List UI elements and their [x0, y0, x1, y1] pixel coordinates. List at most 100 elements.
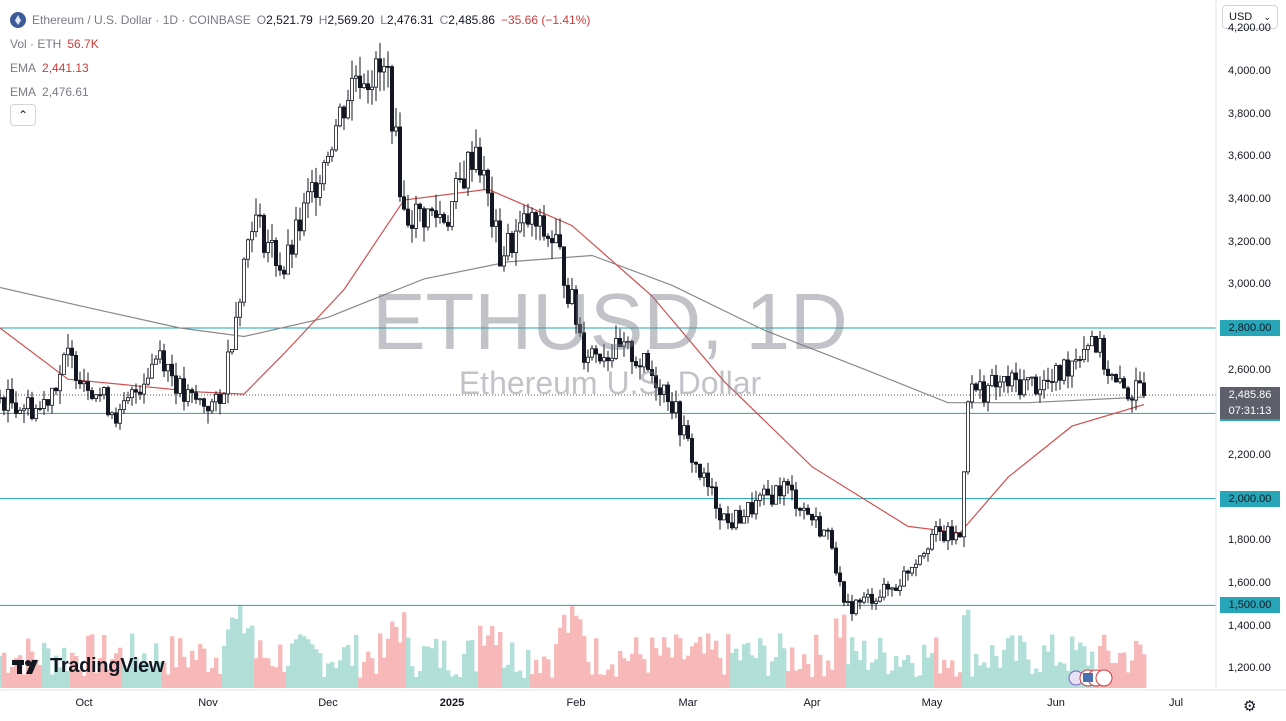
indicator-ema-fast[interactable]: EMA 2,441.13 [10, 56, 590, 80]
candle-body [82, 381, 87, 385]
candle-body [618, 338, 623, 347]
time-tick-label: 2025 [439, 697, 465, 709]
candle-body [722, 513, 727, 521]
indicator-volume[interactable]: Vol · ETH 56.7K [10, 32, 590, 56]
candle-body [489, 192, 494, 227]
candle [6, 379, 11, 423]
candle [1058, 364, 1063, 390]
candle-body [477, 146, 482, 176]
candle [1022, 369, 1027, 398]
candle [642, 352, 647, 373]
candle [181, 366, 186, 411]
candle-body [910, 566, 915, 574]
candle-body [946, 526, 951, 542]
volume-bar [962, 615, 967, 688]
candle-body [317, 183, 322, 198]
candle [429, 206, 434, 217]
candle [465, 150, 470, 196]
candle [369, 70, 374, 105]
indicator-value: 2,441.13 [42, 61, 89, 75]
volume-bar [46, 648, 51, 688]
volume-bar [62, 647, 67, 688]
candle-body [13, 402, 18, 414]
volume-bar [198, 643, 203, 688]
candle-body [361, 83, 366, 89]
volume-bar [230, 617, 235, 688]
volume-bar [282, 672, 287, 688]
candle-body [1006, 375, 1011, 387]
tradingview-logo[interactable]: TradingView [12, 655, 164, 678]
candle [866, 588, 871, 604]
candle [421, 206, 426, 242]
candle-body [970, 383, 975, 403]
candle-body [1078, 359, 1083, 361]
events-flag-icon[interactable] [1066, 667, 1118, 689]
volume-bar [1138, 644, 1143, 688]
candle-body [918, 555, 923, 565]
ohlc-change: −35.66 (−1.41%) [500, 13, 591, 27]
candle-body [405, 208, 410, 226]
candle-body [1086, 345, 1091, 350]
volume-bar [446, 670, 451, 688]
candle [746, 502, 751, 524]
candle [86, 372, 91, 401]
volume-bar [338, 660, 343, 688]
candle [662, 384, 667, 403]
candle-body [1074, 359, 1079, 362]
candle [329, 146, 334, 162]
volume-bar [126, 670, 131, 688]
candle-body [465, 151, 470, 189]
candle-body [762, 488, 767, 496]
volume-bar [934, 637, 939, 688]
candle-body [0, 397, 3, 400]
candle-body [1126, 387, 1131, 400]
candle [902, 565, 907, 587]
candle-body [505, 233, 510, 257]
candle-body [1114, 374, 1119, 383]
volume-bar [314, 649, 319, 688]
volume-bar [686, 655, 691, 688]
candle-body [586, 356, 591, 363]
volume-bar [182, 656, 187, 688]
collapse-legend-button[interactable]: ⌃ [10, 104, 36, 126]
candle [2, 395, 7, 416]
time-tick-label: Mar [678, 697, 698, 709]
candle [201, 397, 206, 414]
candle [694, 460, 699, 473]
candle-body [670, 401, 675, 414]
candle-body [58, 373, 63, 392]
candle [726, 506, 731, 530]
volume-bar [482, 645, 487, 688]
candle-body [413, 203, 418, 229]
candle-body [261, 215, 266, 253]
volume-bar [418, 671, 423, 688]
candle-body [62, 354, 67, 375]
candle-body [157, 350, 162, 360]
candle-body [518, 222, 523, 232]
candle [582, 321, 587, 370]
ohlc-low-key: L [380, 13, 387, 27]
candles-series [0, 42, 1147, 621]
volume-bar [1078, 642, 1083, 688]
volume-bar [398, 642, 403, 688]
candle-body [325, 155, 330, 163]
candle [814, 507, 819, 528]
candle-body [469, 151, 474, 170]
currency-selector[interactable]: USD ⌄ [1222, 5, 1278, 29]
candle-body [630, 340, 635, 362]
candle-body [758, 494, 763, 501]
indicator-ema-slow[interactable]: EMA 2,476.61 [10, 80, 590, 104]
volume-bar [86, 635, 91, 688]
candle-body [814, 516, 819, 521]
volume-bar [58, 667, 63, 688]
candle-body [253, 214, 258, 233]
settings-gear-icon[interactable]: ⚙ [1243, 698, 1257, 715]
candle-body [666, 384, 671, 403]
candle [1118, 365, 1123, 385]
candle-body [110, 412, 115, 416]
candle [1126, 385, 1131, 402]
volume-bar [1038, 671, 1043, 688]
candle [213, 391, 218, 412]
symbol-header[interactable]: Ethereum / U.S. Dollar · 1D · COINBASE O… [10, 8, 590, 32]
